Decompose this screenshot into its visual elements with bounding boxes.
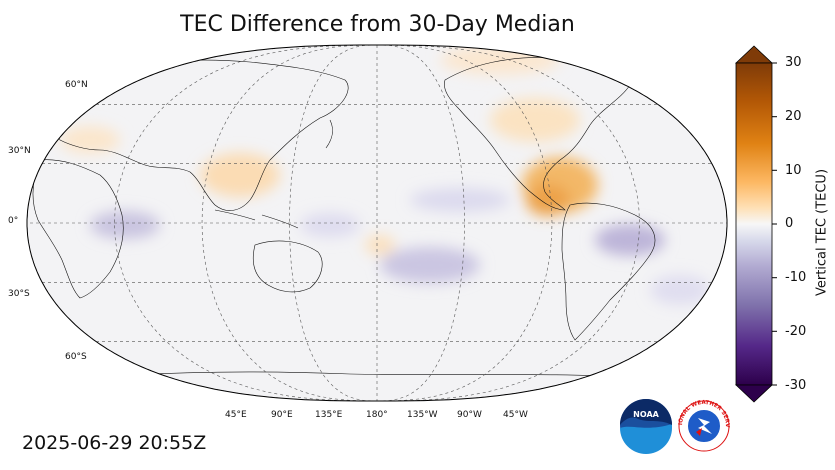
lon-label-135e: 135°E — [315, 410, 343, 420]
graticule-meridian — [201, 45, 378, 401]
colorbar-tick-10: 10 — [785, 163, 802, 178]
lat-label-30n: 30°N — [8, 146, 31, 156]
timestamp: 2025-06-29 20:55Z — [22, 432, 207, 454]
anomaly-southeast-asia — [200, 153, 280, 197]
colorbar-gradient — [735, 62, 773, 386]
anomaly-middle-east — [60, 126, 120, 154]
graticule-meridian — [376, 45, 553, 401]
colorbar-extend-bottom — [734, 384, 774, 403]
colorbar-tick-20: 20 — [785, 109, 802, 124]
graticule-meridian — [114, 45, 378, 401]
lon-label-45e: 45°E — [225, 410, 247, 420]
colorbar-tick-minus10: -10 — [785, 270, 807, 285]
lon-label-90w: 90°W — [457, 410, 482, 420]
colorbar-label: Vertical TEC (TECU) — [814, 168, 830, 297]
anomaly-north-america — [490, 98, 580, 142]
lat-label-30s: 30°S — [8, 289, 30, 299]
colorbar-tick-0: 0 — [785, 216, 794, 231]
coastlines — [32, 56, 727, 393]
colorbar-tick-minus30: -30 — [785, 378, 807, 393]
lat-label-0: 0° — [8, 216, 19, 226]
anomaly-pacific — [365, 235, 395, 255]
graticule-meridian — [376, 45, 465, 401]
anomaly-equatorial-pacific — [410, 188, 510, 212]
anomaly-south-pacific — [380, 247, 480, 283]
anomaly-africa — [90, 211, 160, 239]
lon-label-45w: 45°W — [503, 410, 528, 420]
lat-label-60s: 60°S — [65, 352, 87, 362]
colorbar-extend-top — [734, 45, 774, 64]
lon-label-90e: 90°E — [271, 410, 293, 420]
anomaly-west-pacific — [300, 213, 360, 237]
lon-label-180: 180° — [366, 410, 388, 420]
lat-label-60n: 60°N — [65, 80, 88, 90]
anomaly-arctic — [440, 45, 560, 75]
anomaly-atlantic — [650, 275, 710, 305]
colorbar — [734, 45, 777, 403]
anomaly-south-america — [595, 224, 665, 256]
colorbar-tick-30: 30 — [785, 55, 802, 70]
tec-anomaly-field — [60, 45, 710, 305]
anomaly-central-america-core — [526, 184, 570, 216]
map-title: TEC Difference from 30-Day Median — [180, 12, 575, 37]
globe-outline — [26, 44, 728, 402]
agency-logos: NOAA NATIONAL WEATHER SERVICE — [618, 398, 730, 454]
noaa-logo: NOAA — [620, 399, 672, 454]
noaa-logo-text: NOAA — [633, 410, 659, 419]
graticule-meridian — [289, 45, 378, 401]
lon-label-135w: 135°W — [407, 410, 438, 420]
graticule-meridian — [376, 45, 640, 401]
colorbar-tick-minus20: -20 — [785, 324, 807, 339]
